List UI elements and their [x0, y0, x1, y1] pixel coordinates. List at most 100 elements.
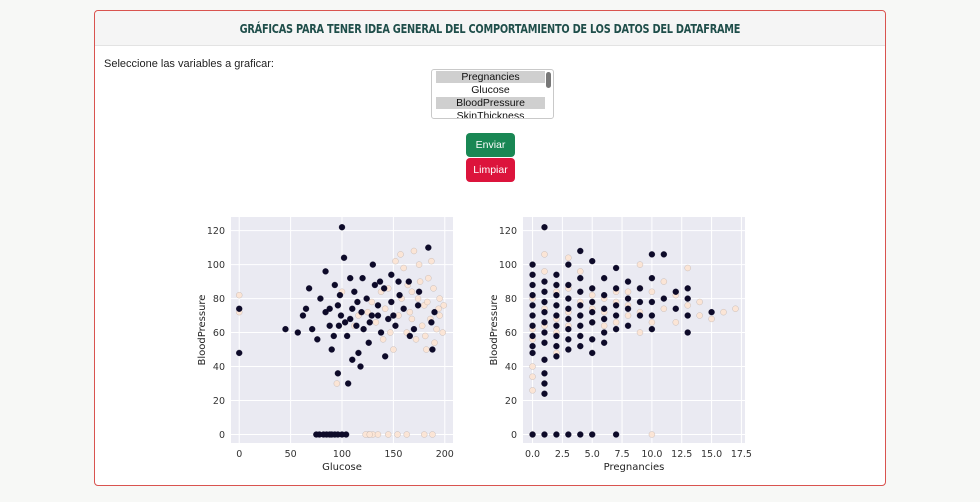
scatter-point-class1 [430, 285, 437, 292]
scatter-point-class0 [353, 322, 360, 329]
scatter-point-class0 [541, 278, 548, 285]
scatter-point-class1 [696, 298, 703, 306]
scatter-point-class0 [636, 298, 644, 306]
scatter-point-class0 [363, 295, 370, 302]
scatter-point-class0 [541, 288, 548, 295]
scatter-point-class0 [589, 431, 596, 438]
scatter-point-class1 [589, 292, 596, 299]
scatter-glucose-bloodpressure: 0 50 100 150 200 0 20 40 60 80 100 120 Glucose BloodP… [197, 217, 454, 473]
scatter-point-class0 [684, 285, 691, 292]
x-tick-label: 10.0 [641, 449, 662, 460]
scatter-point-class1 [541, 268, 548, 275]
scatter-point-class0 [541, 309, 548, 316]
scatter-point-class0 [322, 268, 329, 275]
scatter-point-class0 [601, 339, 608, 346]
scatter-point-class1 [435, 305, 442, 312]
scatter-point-class0 [374, 302, 382, 309]
option-bloodpressure[interactable]: BloodPressure [436, 97, 545, 109]
scatter-point-class0 [577, 431, 584, 438]
y-tick-label: 0 [219, 430, 225, 441]
scatter-point-class0 [541, 319, 548, 326]
listbox-scrollbar[interactable] [546, 72, 551, 88]
scatter-point-class1 [392, 258, 399, 265]
scatter-point-class1 [696, 312, 703, 319]
x-tick-label: 200 [436, 449, 454, 460]
limpiar-button[interactable]: Limpiar [466, 158, 515, 182]
scatter-point-class1 [415, 261, 423, 268]
y-tick-label: 100 [499, 260, 517, 271]
scatter-point-class0 [541, 390, 548, 397]
scatter-point-class0 [553, 281, 560, 289]
scatter-pregnancies-bloodpressure: 0.0 2.5 5.0 7.5 10.0 12.5 15.0 17.5 0 20 40 60 80 100… [489, 217, 752, 473]
y-tick-label: 20 [213, 396, 225, 407]
scatter-point-class0 [672, 288, 679, 295]
scatter-point-class0 [322, 309, 329, 316]
scatter-point-class0 [577, 332, 584, 340]
scatter-point-class0 [358, 309, 365, 316]
scatter-point-class0 [541, 356, 548, 363]
scatter-point-class0 [360, 326, 367, 333]
scatter-point-class1 [366, 431, 373, 438]
scatter-point-class0 [648, 326, 656, 333]
scatter-point-class1 [529, 363, 536, 370]
scatter-point-class1 [390, 346, 397, 353]
scatter-point-class1 [433, 326, 440, 333]
scatter-point-class0 [425, 244, 432, 251]
scatter-point-class1 [720, 309, 727, 316]
scatter-point-class0 [565, 261, 572, 268]
variables-select[interactable]: Pregnancies Glucose BloodPressure SkinTh… [431, 69, 554, 119]
scatter-point-class0 [414, 302, 422, 309]
scatter-point-class1 [684, 264, 691, 272]
scatter-point-class1 [417, 278, 424, 285]
enviar-button[interactable]: Enviar [466, 133, 515, 157]
scatter-point-class0 [541, 370, 548, 377]
scatter-point-class1 [387, 329, 394, 336]
scatter-point-class0 [529, 281, 536, 289]
x-tick-label: 150 [384, 449, 402, 460]
scatter-point-class0 [380, 285, 388, 292]
scatter-point-class1 [368, 298, 375, 306]
scatter-point-class1 [624, 288, 632, 295]
scatter-point-class0 [612, 312, 620, 319]
scatter-point-class0 [553, 302, 560, 309]
scatter-point-class0 [708, 309, 715, 316]
scatter-point-class0 [334, 302, 342, 309]
scatter-point-class0 [636, 285, 644, 292]
scatter-point-class1 [529, 373, 536, 380]
scatter-point-class1 [397, 251, 404, 258]
scatter-point-class0 [577, 302, 584, 309]
scatter-point-class0 [326, 305, 333, 312]
option-glucose[interactable]: Glucose [471, 84, 510, 96]
scatter-point-class1 [660, 305, 667, 312]
scatter-point-class1 [636, 329, 644, 336]
scatter-point-class0 [601, 305, 608, 312]
x-tick-label: 7.5 [615, 449, 630, 460]
scatter-point-class0 [428, 319, 435, 326]
y-axis-label: BloodPressure [197, 295, 208, 366]
scatter-point-class0 [589, 349, 596, 357]
option-skinthickness[interactable]: SkinThickness [456, 110, 525, 119]
scatter-point-class0 [565, 315, 572, 323]
scatter-point-class0 [282, 326, 289, 333]
option-pregnancies[interactable]: Pregnancies [436, 71, 545, 83]
scatter-point-class0 [369, 261, 376, 268]
y-tick-label: 120 [499, 226, 517, 237]
scatter-point-class1 [708, 315, 715, 323]
scatter-point-class1 [425, 275, 432, 282]
y-tick-label: 80 [213, 294, 225, 305]
scatter-point-class0 [377, 329, 385, 336]
scatter-point-class0 [612, 264, 620, 272]
scatter-point-class0 [355, 349, 362, 357]
scatter-point-class0 [343, 332, 351, 340]
scatter-point-class0 [553, 322, 560, 329]
scatter-point-class0 [553, 332, 560, 340]
scatter-point-class0 [405, 278, 412, 285]
scatter-point-class0 [541, 298, 548, 306]
scatter-point-class0 [565, 431, 572, 438]
scatter-point-class0 [385, 315, 392, 323]
scatter-point-class0 [328, 346, 335, 353]
scatter-point-class1 [423, 346, 430, 353]
scatter-point-class1 [672, 319, 679, 326]
scatter-point-class0 [541, 339, 548, 346]
scatter-point-class0 [612, 326, 620, 333]
